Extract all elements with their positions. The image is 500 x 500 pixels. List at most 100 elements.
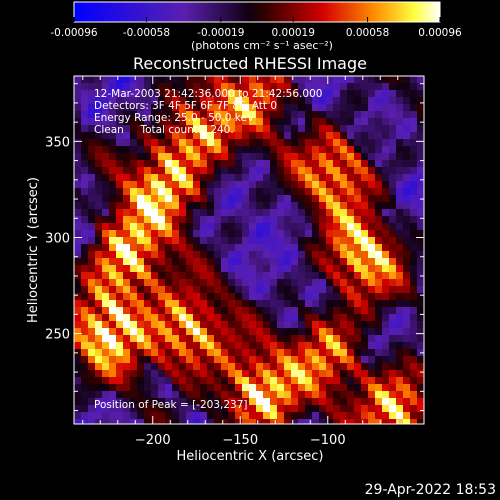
heatmap-cell [179,293,187,301]
heatmap-cell [179,160,187,168]
heatmap-cell [193,167,201,175]
heatmap-cell [186,356,194,364]
heatmap-cell [123,174,131,182]
heatmap-cell [158,167,166,175]
heatmap-cell [193,286,201,294]
heatmap-cell [235,272,243,280]
heatmap-cell [326,363,334,371]
heatmap-cell [172,76,180,84]
heatmap-cell [74,328,82,336]
heatmap-cell [347,258,355,266]
heatmap-cell [193,153,201,161]
colorbar-tick-label: -0.00058 [123,27,170,39]
heatmap-cell [165,146,173,154]
heatmap-cell [312,118,320,126]
heatmap-cell [284,97,292,105]
heatmap-cell [116,391,124,399]
heatmap-cell [291,272,299,280]
heatmap-cell [375,111,383,119]
heatmap-cell [109,272,117,280]
heatmap-cell [354,419,362,424]
heatmap-cell [319,223,327,231]
heatmap-cell [200,209,208,217]
heatmap-cell [368,97,376,105]
heatmap-cell [375,251,383,259]
heatmap-cell [270,286,278,294]
heatmap-cell [410,258,418,266]
heatmap-cell [354,265,362,273]
heatmap-cell [361,363,369,371]
heatmap-cell [186,384,194,392]
heatmap-cell [305,230,313,238]
heatmap-cell [214,265,222,273]
heatmap-cell [368,132,376,140]
heatmap-cell [284,419,292,424]
heatmap-cell [382,237,390,245]
heatmap-cell [410,370,418,378]
heatmap-cell [396,419,404,424]
heatmap-cell [291,153,299,161]
heatmap-cell [95,195,103,203]
heatmap-cell [81,356,89,364]
heatmap-cell [130,230,138,238]
heatmap-cell [151,286,159,294]
heatmap-cell [186,188,194,196]
info-detectors: Detectors: 3F 4F 5F 6F 7F 8F, Att 0 [94,100,277,112]
heatmap-cell [249,356,257,364]
heatmap-cell [340,188,348,196]
heatmap-cell [333,349,341,357]
heatmap-cell [249,342,257,350]
heatmap-cell [326,349,334,357]
heatmap-cell [312,293,320,301]
heatmap-cell [333,398,341,406]
heatmap-cell [214,370,222,378]
heatmap-cell [130,356,138,364]
heatmap-cell [144,314,152,322]
heatmap-cell [95,132,103,140]
heatmap-cell [228,83,236,91]
heatmap-cell [319,279,327,287]
heatmap-cell [200,405,208,413]
heatmap-cell [319,174,327,182]
heatmap-cell [291,139,299,147]
heatmap-cell [326,104,334,112]
heatmap-cell [340,195,348,203]
heatmap-cell [242,139,250,147]
heatmap-cell [263,279,271,287]
heatmap-cell [165,90,173,98]
heatmap-cell [228,307,236,315]
heatmap-cell [172,160,180,168]
heatmap-cell [221,300,229,308]
heatmap-cell [228,104,236,112]
heatmap-cell [193,195,201,203]
heatmap-cell [214,104,222,112]
heatmap-cell [319,356,327,364]
heatmap-cell [403,272,411,280]
heatmap-cell [137,398,145,406]
heatmap-cell [368,139,376,147]
heatmap-cell [375,258,383,266]
heatmap-cell [389,188,397,196]
heatmap-cell [375,237,383,245]
heatmap-cell [298,293,306,301]
heatmap-cell [417,286,424,294]
heatmap-cell [228,391,236,399]
heatmap-cell [200,258,208,266]
heatmap-cell [263,314,271,322]
heatmap-cell [207,328,215,336]
heatmap-cell [123,202,131,210]
heatmap-cell [109,188,117,196]
heatmap-cell [340,146,348,154]
heatmap-cell [158,153,166,161]
heatmap-cell [193,174,201,182]
heatmap-cell [375,216,383,224]
heatmap-cell [312,370,320,378]
heatmap-cell [88,216,96,224]
heatmap-cell [165,349,173,357]
heatmap-cell [172,258,180,266]
heatmap-cell [235,349,243,357]
heatmap-cell [361,83,369,91]
heatmap-cell [116,104,124,112]
heatmap-cell [130,244,138,252]
heatmap-cell [270,405,278,413]
